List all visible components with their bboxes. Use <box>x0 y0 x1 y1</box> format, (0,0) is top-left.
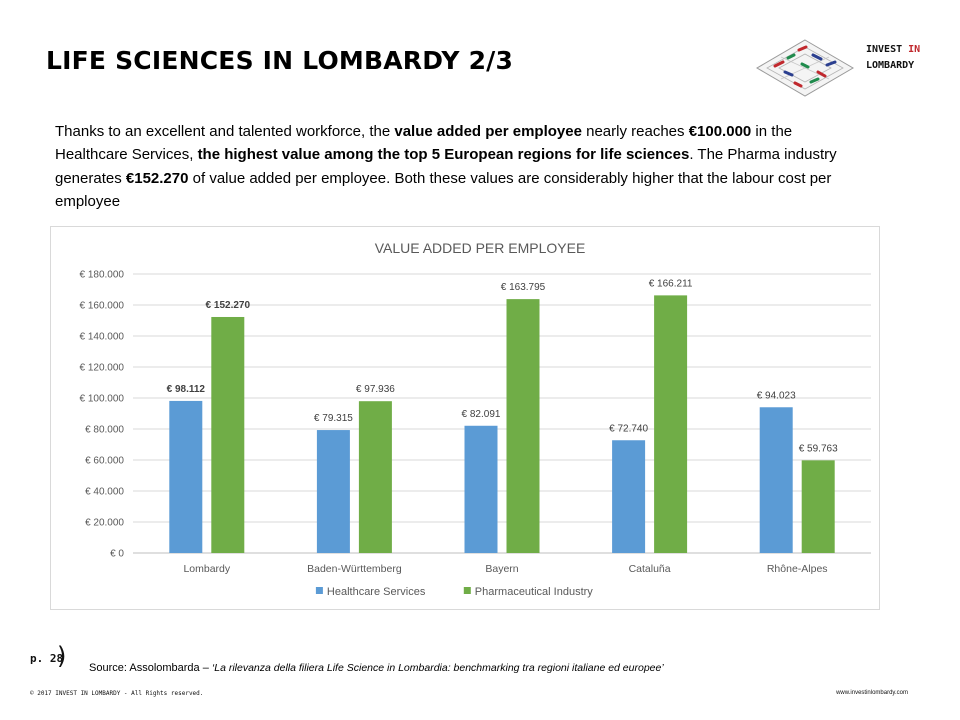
y-tick-label: € 180.000 <box>80 270 125 281</box>
intro-paragraph: Thanks to an excellent and talented work… <box>55 123 837 210</box>
y-tick-label: € 140.000 <box>80 332 125 343</box>
bar-healthcare <box>612 440 646 553</box>
data-label: € 59.763 <box>799 443 838 454</box>
bar-pharma <box>654 295 688 553</box>
logo-in: IN <box>908 44 921 55</box>
page-number: p. 28 <box>30 652 64 665</box>
y-tick-label: € 80.000 <box>85 425 124 436</box>
bar-healthcare <box>169 400 203 553</box>
copyright: © 2017 INVEST IN LOMBARDY - All Rights r… <box>30 690 204 697</box>
x-tick-label: Bayern <box>485 563 518 575</box>
legend-label: Healthcare Services <box>327 586 426 598</box>
x-tick-label: Cataluña <box>629 563 671 575</box>
legend-swatch <box>463 587 471 594</box>
bar-pharma <box>801 460 835 553</box>
data-label: € 94.023 <box>757 390 796 401</box>
logo-maze-icon <box>756 39 854 97</box>
legend-swatch <box>315 587 323 594</box>
chart-svg: VALUE ADDED PER EMPLOYEE € 0 € 20.000 € 40.… <box>80 240 871 598</box>
logo-text: INVEST IN LOMBARDY <box>866 42 920 74</box>
invest-in-lombardy-logo: INVEST IN LOMBARDY <box>755 38 930 98</box>
bar-healthcare <box>464 425 498 553</box>
bar-pharma <box>506 299 540 553</box>
y-tick-label: € 100.000 <box>80 394 125 405</box>
data-label: € 98.112 <box>167 384 206 395</box>
bar-pharma <box>358 401 392 553</box>
data-label: € 166.211 <box>649 278 693 289</box>
y-tick-label: € 0 <box>110 549 124 560</box>
y-tick-label: € 60.000 <box>85 456 124 467</box>
chart-title: VALUE ADDED PER EMPLOYEE <box>375 240 586 256</box>
page-bracket: ) <box>57 642 67 670</box>
logo-invest: INVEST <box>866 44 909 55</box>
x-tick-label: Lombardy <box>183 563 230 575</box>
data-label: € 82.091 <box>462 409 501 420</box>
y-tick-label: € 20.000 <box>85 518 124 529</box>
data-label: € 79.315 <box>314 413 353 424</box>
legend-label: Pharmaceutical Industry <box>475 586 593 598</box>
data-label: € 163.795 <box>501 282 546 293</box>
logo-lombardy: LOMBARDY <box>866 60 915 71</box>
y-tick-label: € 160.000 <box>80 301 125 312</box>
y-tick-label: € 40.000 <box>85 487 124 498</box>
bar-healthcare <box>759 407 793 553</box>
value-added-chart: VALUE ADDED PER EMPLOYEE € 0 € 20.000 € 40.… <box>50 226 880 610</box>
data-label: € 97.936 <box>356 384 395 395</box>
y-tick-label: € 120.000 <box>80 363 125 374</box>
slide-title: LIFE SCIENCES IN LOMBARDY 2/3 <box>46 46 514 75</box>
website-url: www.investinlombardy.com <box>836 690 908 696</box>
x-tick-label: Baden-Württemberg <box>307 563 402 575</box>
bar-healthcare <box>316 430 350 553</box>
source-note: Source: Assolombarda – ‘La rilevanza del… <box>89 662 664 674</box>
bar-pharma <box>211 316 245 553</box>
data-label: € 72.740 <box>609 423 648 434</box>
x-tick-label: Rhône-Alpes <box>767 563 828 575</box>
data-label: € 152.270 <box>206 300 251 311</box>
